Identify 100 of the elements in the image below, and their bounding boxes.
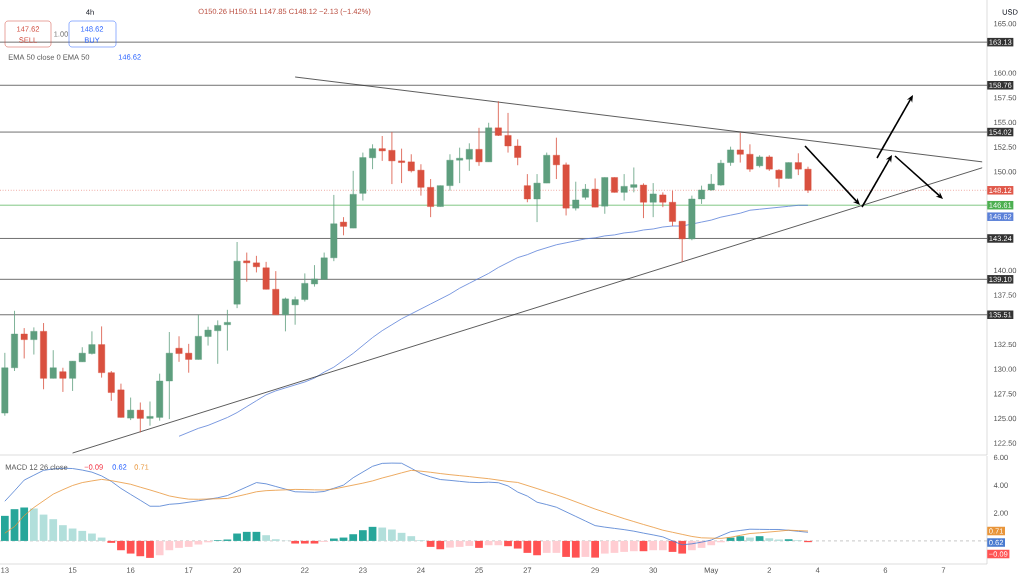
bar [765,538,774,541]
candlestick [291,296,299,326]
candlestick [224,309,231,351]
bar [300,540,309,544]
candlestick [136,402,144,433]
bar [146,540,154,558]
bar [78,530,87,541]
bar [504,540,512,547]
candlestick [301,273,309,302]
candlestick [504,112,512,153]
candlestick [146,401,154,427]
candlestick [436,185,444,207]
bar [30,508,38,541]
bar [523,540,532,553]
candlestick [282,297,289,332]
bar [117,540,125,551]
candlestick [388,131,396,185]
candlestick [69,360,76,392]
candlestick [475,127,483,167]
bar [291,540,300,544]
bar [233,533,241,541]
bar [388,529,396,541]
candlestick [30,326,38,355]
bar [746,537,754,541]
candlestick [214,319,222,365]
bar [88,533,96,541]
candlestick [378,135,386,162]
bar [359,530,367,541]
bar [552,540,561,553]
bar [426,540,435,547]
bar [184,540,193,547]
bar [262,535,270,541]
candlestick [794,152,802,176]
candlestick [572,181,580,211]
candlestick [746,143,754,173]
bar [707,540,716,546]
candlestick [204,326,212,346]
bar [436,540,445,550]
bar [397,532,406,541]
candlestick [678,220,686,263]
bar [581,540,590,557]
bar [20,507,29,541]
candlestick [185,343,193,374]
candlestick [533,173,541,223]
bar [310,540,319,544]
bar [446,540,454,548]
bar [600,540,609,554]
candlestick [698,185,705,205]
candlestick [175,335,183,363]
bar [368,526,377,541]
bar [629,540,638,552]
bar [59,525,67,541]
candlestick [649,182,657,218]
candlestick [320,252,328,280]
candlestick [262,261,270,290]
candlestick [194,314,202,360]
bar [562,540,570,557]
candlestick [127,397,135,421]
candlestick [243,252,251,283]
candlestick [553,137,560,180]
candlestick [107,370,115,402]
bar [591,540,599,558]
bar [649,540,658,551]
candlestick [494,100,502,137]
candlestick [630,167,638,193]
candlestick [736,132,744,163]
bar [475,540,483,548]
bar [0,515,9,541]
candlestick [514,138,522,166]
candlestick [369,143,376,170]
bar [407,536,416,541]
bar [620,540,629,552]
bar [678,540,687,554]
candlestick [717,159,725,187]
candlestick [20,327,28,359]
candlestick [49,349,57,379]
candlestick [620,173,628,201]
bar [242,531,251,541]
bar [610,540,619,553]
bar [571,540,580,558]
bar [658,540,667,551]
candlestick [59,367,67,393]
candlestick [775,168,783,188]
candlestick [311,264,318,288]
bar [349,534,358,541]
bar [378,527,387,541]
bar [252,531,261,541]
candlestick [88,330,96,355]
candlestick [465,142,473,172]
candlestick [727,146,734,167]
bar [755,536,764,541]
bar [542,540,551,553]
bar [175,540,183,548]
candlestick [340,216,347,236]
candlestick [398,148,405,184]
bar [736,536,745,541]
bar [194,540,203,545]
bar [49,519,58,541]
bar [513,540,522,549]
candlestick [456,147,464,184]
